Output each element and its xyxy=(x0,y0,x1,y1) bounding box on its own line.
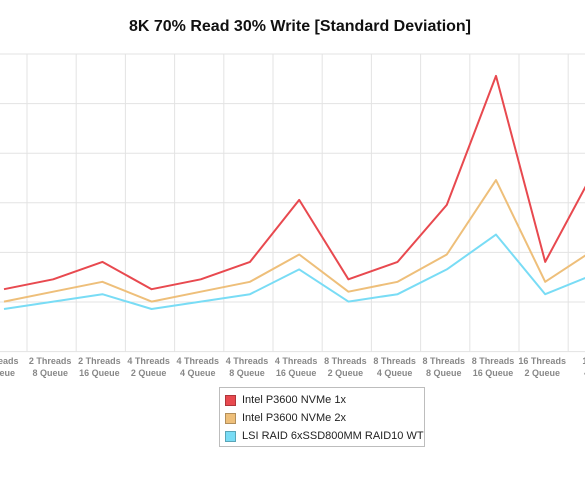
chart-legend: Intel P3600 NVMe 1x Intel P3600 NVMe 2x LS… xyxy=(219,387,425,447)
series-line xyxy=(3,233,585,310)
x-tick-label: 4 Queue xyxy=(377,368,413,378)
x-tick-label: Threads xyxy=(0,356,19,366)
x-tick-label: 8 Queue xyxy=(32,368,68,378)
x-tick-label: 2 Threads xyxy=(29,356,72,366)
x-tick-label: 2 Queue xyxy=(524,368,560,378)
x-tick-label: 2 Queue xyxy=(328,368,364,378)
x-tick-label: 8 Threads xyxy=(324,356,367,366)
series-lines xyxy=(3,74,585,310)
x-tick-label: 4 Queue xyxy=(180,368,216,378)
x-tick-label: 16 T xyxy=(582,356,585,366)
legend-item: Intel P3600 NVMe 1x xyxy=(225,391,424,409)
chart-title: 8K 70% Read 30% Write [Standard Deviatio… xyxy=(128,18,472,35)
legend-label: LSI RAID 6xSSD800MM RAID10 WT xyxy=(242,430,424,442)
x-tick-label: 8 Threads xyxy=(472,356,515,366)
x-tick-label: 16 Queue xyxy=(276,368,317,378)
legend-swatch xyxy=(225,394,236,406)
series-line xyxy=(3,179,585,303)
legend-label: Intel P3600 NVMe 1x xyxy=(242,394,346,406)
x-tick-label: 8 Threads xyxy=(423,356,466,366)
chart-grid xyxy=(0,53,585,353)
x-axis-tick-labels: Threads Queue 2 Threads 8 Queue 2 Threads 16 … xyxy=(0,356,585,378)
legend-label: Intel P3600 NVMe 2x xyxy=(242,412,346,424)
x-tick-label: 8 Queue xyxy=(426,368,462,378)
x-tick-label: 8 Queue xyxy=(229,368,265,378)
x-tick-label: Queue xyxy=(0,368,15,378)
legend-item: LSI RAID 6xSSD800MM RAID10 WT xyxy=(225,427,424,445)
legend-swatch xyxy=(225,412,236,424)
legend-item: Intel P3600 NVMe 2x xyxy=(225,409,424,427)
x-tick-label: 2 Threads xyxy=(78,356,121,366)
x-tick-label: 16 Queue xyxy=(473,368,514,378)
line-chart: Threads Queue 2 Threads 8 Queue 2 Threads 16 … xyxy=(0,53,585,378)
x-tick-label: 4 Threads xyxy=(127,356,170,366)
x-tick-label: 16 Queue xyxy=(79,368,120,378)
legend-swatch xyxy=(225,430,236,442)
x-tick-label: 4 Threads xyxy=(226,356,269,366)
x-tick-label: 4 Threads xyxy=(275,356,318,366)
x-tick-label: 16 Threads xyxy=(518,356,566,366)
x-tick-label: 4 Threads xyxy=(177,356,220,366)
x-tick-label: 2 Queue xyxy=(131,368,167,378)
series-line xyxy=(3,74,585,291)
x-tick-label: 8 Threads xyxy=(373,356,416,366)
